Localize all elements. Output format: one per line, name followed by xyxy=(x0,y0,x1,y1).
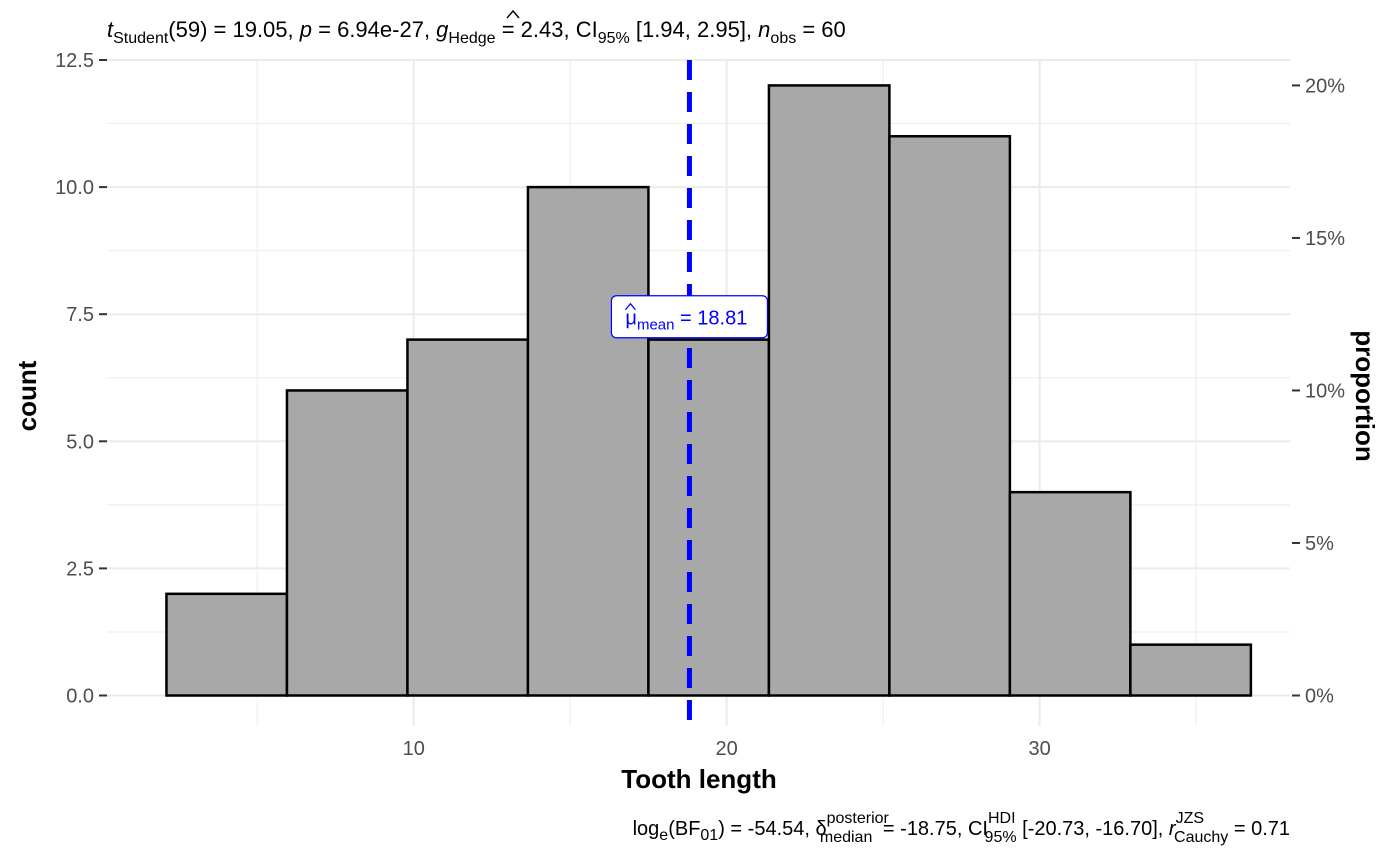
y2-tick-label: 10% xyxy=(1305,380,1345,402)
y-tick-label: 5.0 xyxy=(66,431,94,453)
y2-tick-label: 5% xyxy=(1305,533,1334,555)
chart-subtitle: tStudent(59) = 19.05, p = 6.94e-27, gHed… xyxy=(107,17,846,47)
histogram-bar xyxy=(647,338,771,697)
y-tick-label: 7.5 xyxy=(66,304,94,326)
histogram-bar xyxy=(526,185,650,697)
histogram-bar xyxy=(767,84,891,697)
histogram-bar xyxy=(1008,490,1132,697)
axes: 0.0 2.5 5.0 7.5 10.0 12.5 10 20 30 0% 5% 10% 15% 20% xyxy=(55,50,1345,760)
y2-tick-label: 15% xyxy=(1305,228,1345,250)
y2-axis-title: proportion xyxy=(1350,330,1380,461)
histogram-bar xyxy=(285,389,409,697)
x-tick-label: 20 xyxy=(716,738,738,760)
y2-tick-label: 20% xyxy=(1305,75,1345,97)
y-tick-label: 12.5 xyxy=(55,50,94,72)
y-tick-label: 10.0 xyxy=(55,177,94,199)
histogram-bar xyxy=(888,135,1012,697)
histogram-bars xyxy=(165,84,1253,697)
histogram-bar xyxy=(406,338,530,697)
y-tick-label: 0.0 xyxy=(66,685,94,707)
mean-line-group: μmean = 18.81 xyxy=(610,60,769,726)
chart-caption: loge(BF01) = -54.54, δposterior median = … xyxy=(633,810,1290,846)
mean-label-box xyxy=(610,295,769,339)
mu-hat-accent xyxy=(624,302,636,311)
y-tick-label: 2.5 xyxy=(66,558,94,580)
g-hat-accent xyxy=(506,9,520,19)
y2-tick-label: 0% xyxy=(1305,685,1334,707)
x-axis-title: Tooth length xyxy=(621,764,776,794)
histogram-bar xyxy=(1129,643,1253,697)
histogram-bar xyxy=(165,592,289,697)
y-axis-title: count xyxy=(12,360,42,431)
x-tick-label: 30 xyxy=(1029,738,1051,760)
mean-label: μmean = 18.81 xyxy=(625,308,747,334)
x-tick-label: 10 xyxy=(403,738,425,760)
